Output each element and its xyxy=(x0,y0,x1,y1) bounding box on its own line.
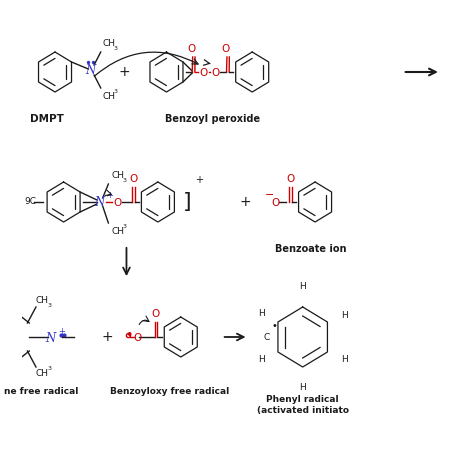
Text: O: O xyxy=(271,198,279,208)
Text: O: O xyxy=(129,174,137,184)
Text: +: + xyxy=(240,195,251,209)
Text: H: H xyxy=(258,355,265,363)
Text: +: + xyxy=(58,328,65,336)
Text: Benzoyloxy free radical: Benzoyloxy free radical xyxy=(110,387,229,396)
Text: H: H xyxy=(341,310,348,319)
Text: 3: 3 xyxy=(122,224,126,229)
Text: O: O xyxy=(134,333,142,343)
Text: 3: 3 xyxy=(122,178,126,183)
Text: +: + xyxy=(195,175,203,185)
Text: +: + xyxy=(106,191,113,201)
Text: H: H xyxy=(299,282,306,291)
Text: N: N xyxy=(95,196,105,208)
Text: 3: 3 xyxy=(48,366,51,371)
Text: O: O xyxy=(211,69,219,79)
Text: ]: ] xyxy=(183,192,191,212)
Text: DMPT: DMPT xyxy=(31,114,64,124)
Text: ne free radical: ne free radical xyxy=(4,387,78,396)
Text: +: + xyxy=(119,65,130,79)
Text: 9C: 9C xyxy=(25,197,37,206)
Text: Benzoate ion: Benzoate ion xyxy=(275,244,346,254)
Text: CH: CH xyxy=(111,171,124,180)
Text: H: H xyxy=(341,355,348,363)
Text: O: O xyxy=(114,198,122,208)
Text: O: O xyxy=(286,174,294,184)
Text: O: O xyxy=(200,69,208,79)
Text: 3: 3 xyxy=(114,89,117,94)
Text: CH: CH xyxy=(103,39,116,48)
Text: −: − xyxy=(265,190,274,200)
Text: •: • xyxy=(271,321,277,331)
Text: Phenyl radical
(activated initiato: Phenyl radical (activated initiato xyxy=(257,395,349,415)
Text: H: H xyxy=(299,383,306,392)
Text: N: N xyxy=(85,64,96,78)
Text: 3: 3 xyxy=(48,303,51,308)
Text: CH: CH xyxy=(103,92,116,101)
Text: O: O xyxy=(187,44,195,54)
Text: 3: 3 xyxy=(114,46,117,51)
Text: O: O xyxy=(152,309,160,319)
Text: O: O xyxy=(221,44,230,54)
Text: CH: CH xyxy=(36,296,49,305)
Text: •: • xyxy=(125,329,132,341)
Text: N: N xyxy=(45,331,55,345)
Text: C: C xyxy=(263,333,269,341)
Text: CH: CH xyxy=(36,369,49,378)
Text: H: H xyxy=(258,309,265,319)
Text: +: + xyxy=(101,330,113,344)
Text: CH: CH xyxy=(111,227,124,236)
Text: Benzoyl peroxide: Benzoyl peroxide xyxy=(165,114,260,124)
